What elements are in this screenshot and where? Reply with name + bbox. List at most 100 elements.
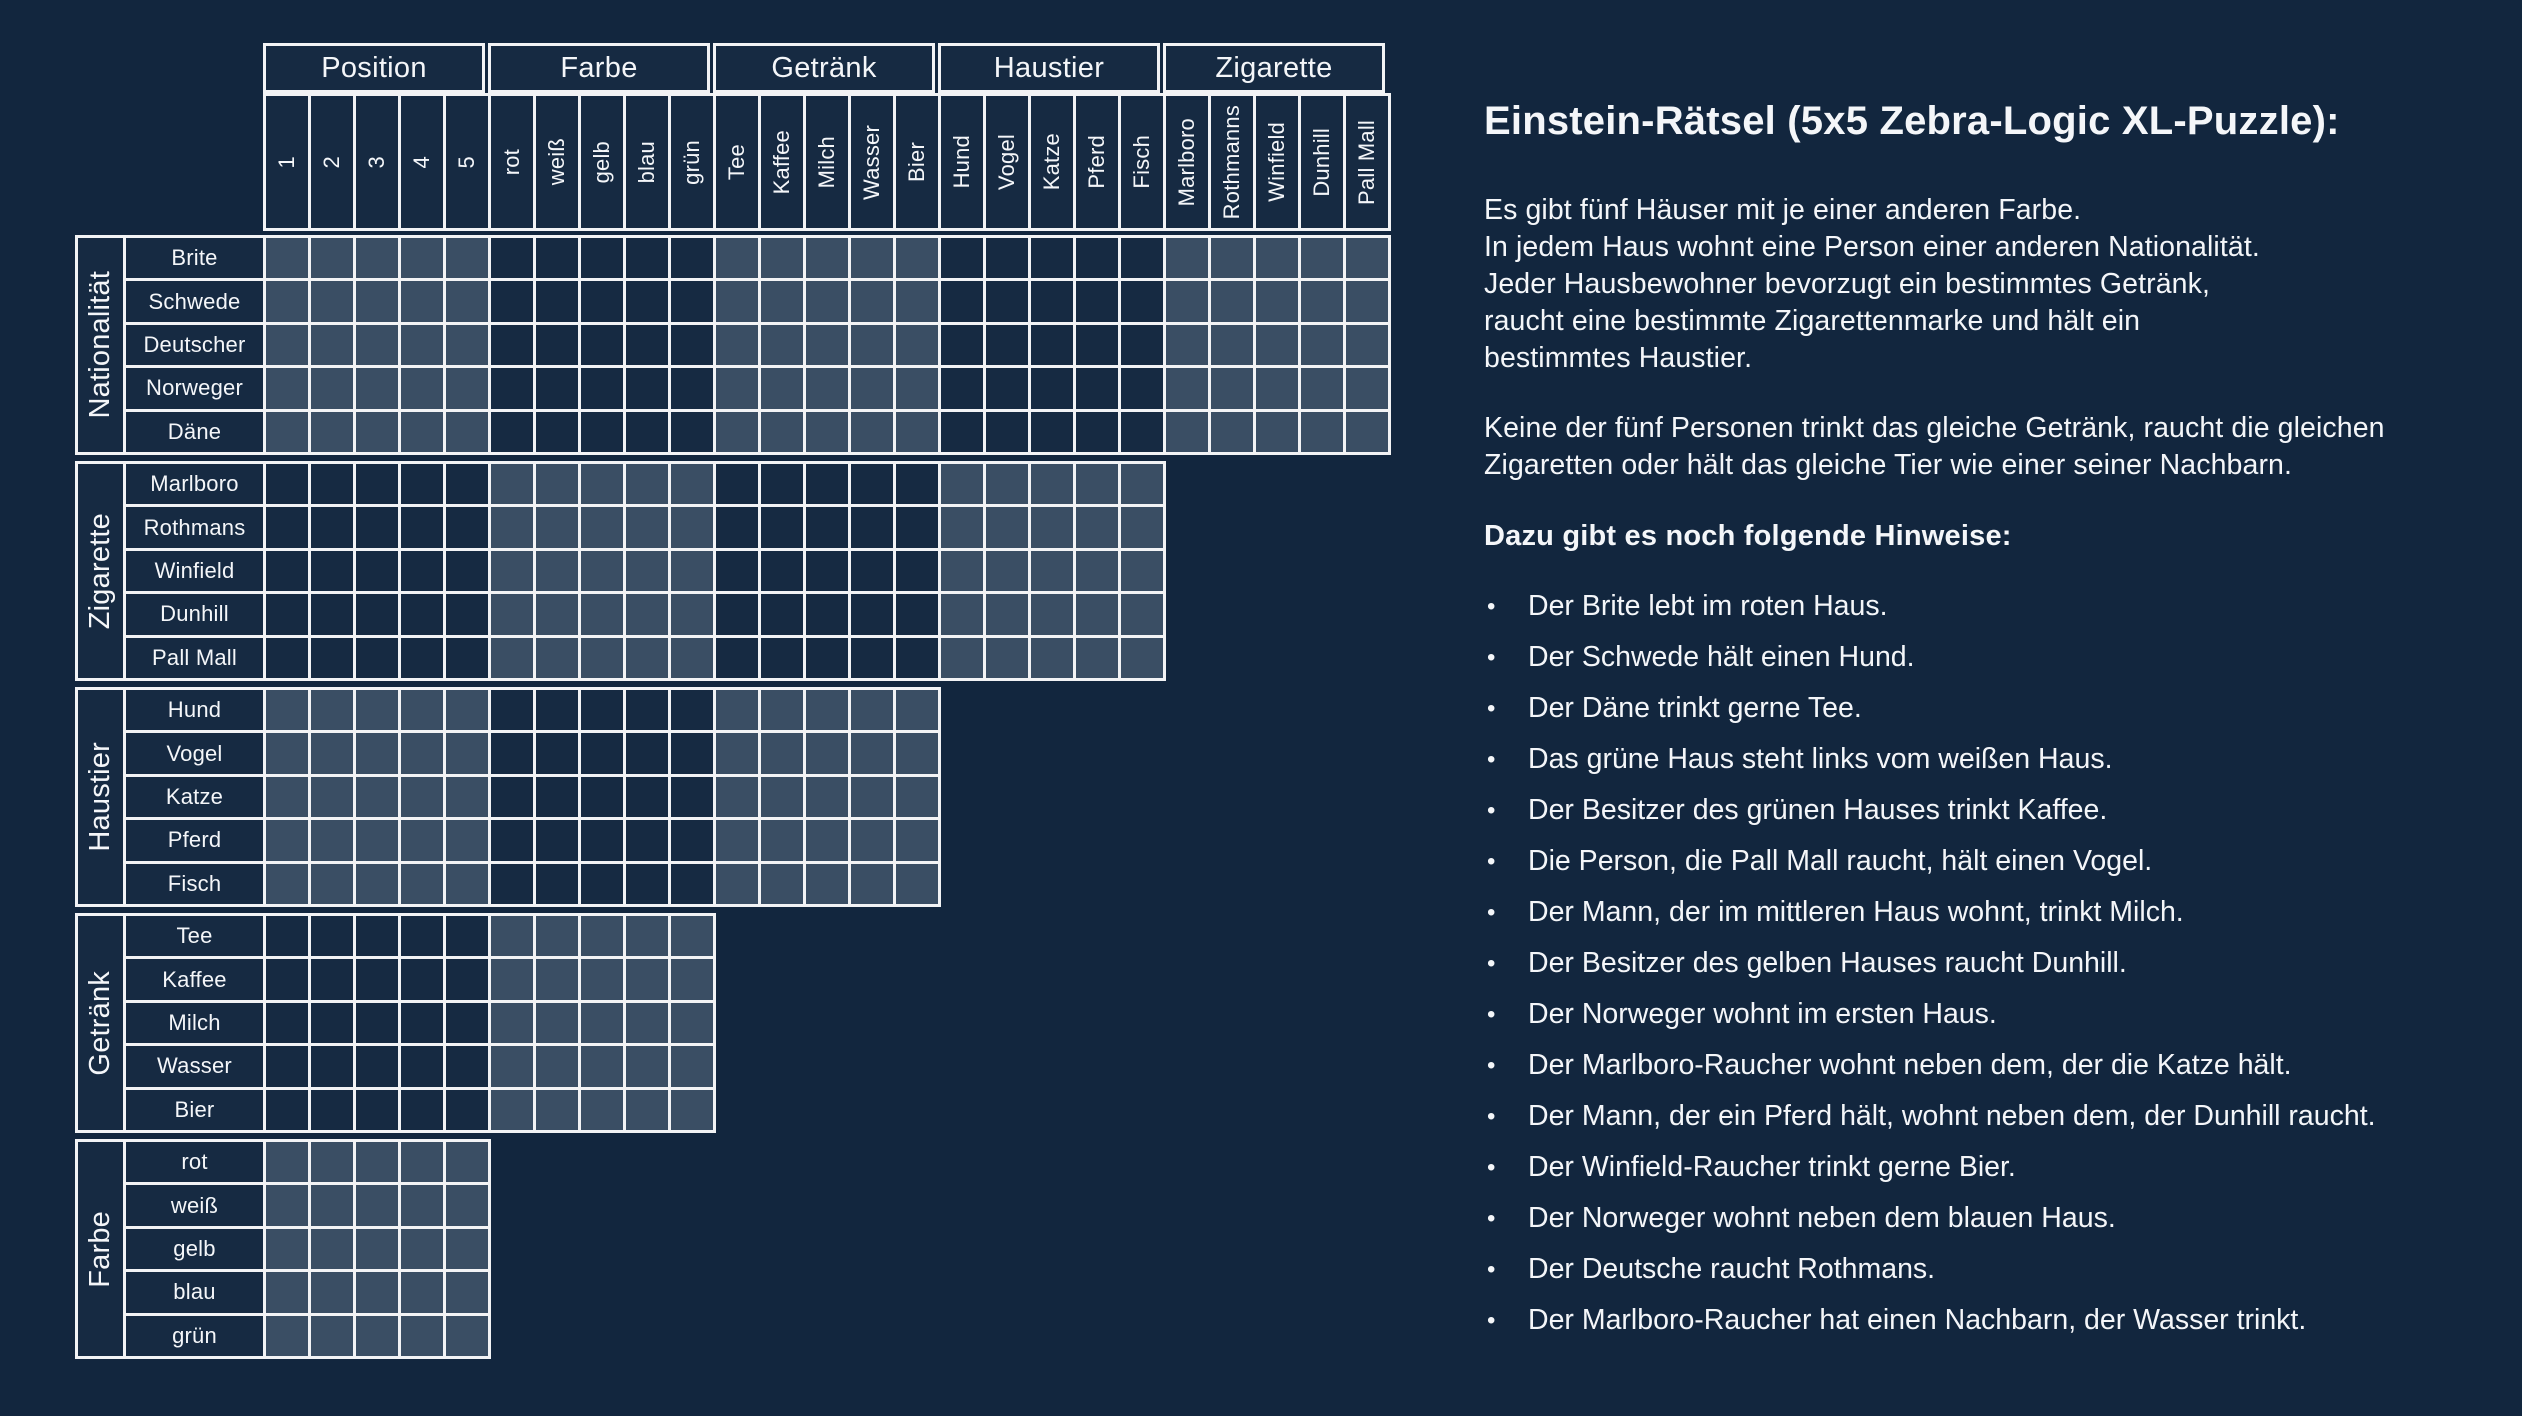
grid-cell-d-ne-wasser[interactable] — [851, 411, 893, 452]
grid-cell-brite-1[interactable] — [266, 238, 308, 279]
grid-cell-gelb-5[interactable] — [446, 1228, 488, 1270]
grid-cell-deutscher-blau[interactable] — [626, 324, 668, 366]
grid-cell-norweger-wei[interactable] — [536, 368, 578, 409]
grid-cell-rothmans-fisch[interactable] — [1121, 507, 1163, 548]
grid-cell-vogel-milch[interactable] — [806, 733, 848, 774]
grid-cell-milch-rot[interactable] — [491, 1002, 533, 1044]
grid-cell-dunhill-pferd[interactable] — [1076, 594, 1118, 635]
grid-cell-norweger-pall-mall[interactable] — [1346, 368, 1388, 409]
grid-cell-marlboro-tee[interactable] — [716, 464, 758, 505]
grid-cell-brite-rot[interactable] — [491, 238, 533, 279]
grid-cell-marlboro-fisch[interactable] — [1121, 464, 1163, 505]
grid-cell-vogel-gelb[interactable] — [581, 733, 623, 774]
grid-cell-d-ne-milch[interactable] — [806, 411, 848, 452]
grid-cell-winfield-gelb[interactable] — [581, 550, 623, 592]
grid-cell-schwede-wasser[interactable] — [851, 281, 893, 322]
grid-cell-deutscher-wei[interactable] — [536, 324, 578, 366]
grid-cell-hund-gelb[interactable] — [581, 690, 623, 731]
grid-cell-rot-3[interactable] — [356, 1142, 398, 1183]
grid-cell-pall-mall-3[interactable] — [356, 637, 398, 678]
grid-cell-dunhill-wei[interactable] — [536, 594, 578, 635]
grid-cell-rothmans-gelb[interactable] — [581, 507, 623, 548]
grid-cell-dunhill-milch[interactable] — [806, 594, 848, 635]
grid-cell-katze-bier[interactable] — [896, 776, 938, 818]
grid-cell-fisch-4[interactable] — [401, 863, 443, 904]
grid-cell-pferd-2[interactable] — [311, 820, 353, 861]
grid-cell-wei-1[interactable] — [266, 1185, 308, 1226]
grid-cell-hund-blau[interactable] — [626, 690, 668, 731]
grid-cell-pferd-kaffee[interactable] — [761, 820, 803, 861]
grid-cell-fisch-bier[interactable] — [896, 863, 938, 904]
grid-cell-schwede-1[interactable] — [266, 281, 308, 322]
grid-cell-schwede-hund[interactable] — [941, 281, 983, 322]
grid-cell-fisch-2[interactable] — [311, 863, 353, 904]
grid-cell-pferd-milch[interactable] — [806, 820, 848, 861]
grid-cell-marlboro-rot[interactable] — [491, 464, 533, 505]
grid-cell-wasser-wei[interactable] — [536, 1046, 578, 1087]
grid-cell-milch-wei[interactable] — [536, 1002, 578, 1044]
grid-cell-rothmans-hund[interactable] — [941, 507, 983, 548]
grid-cell-winfield-bier[interactable] — [896, 550, 938, 592]
grid-cell-winfield-tee[interactable] — [716, 550, 758, 592]
grid-cell-marlboro-kaffee[interactable] — [761, 464, 803, 505]
grid-cell-deutscher-3[interactable] — [356, 324, 398, 366]
grid-cell-kaffee-2[interactable] — [311, 959, 353, 1000]
grid-cell-katze-gelb[interactable] — [581, 776, 623, 818]
grid-cell-dunhill-rot[interactable] — [491, 594, 533, 635]
grid-cell-winfield-2[interactable] — [311, 550, 353, 592]
grid-cell-kaffee-5[interactable] — [446, 959, 488, 1000]
grid-cell-marlboro-1[interactable] — [266, 464, 308, 505]
grid-cell-pall-mall-vogel[interactable] — [986, 637, 1028, 678]
grid-cell-d-ne-tee[interactable] — [716, 411, 758, 452]
grid-cell-bier-1[interactable] — [266, 1089, 308, 1130]
grid-cell-winfield-fisch[interactable] — [1121, 550, 1163, 592]
grid-cell-rothmans-katze[interactable] — [1031, 507, 1073, 548]
grid-cell-dunhill-3[interactable] — [356, 594, 398, 635]
grid-cell-kaffee-4[interactable] — [401, 959, 443, 1000]
grid-cell-schwede-pferd[interactable] — [1076, 281, 1118, 322]
grid-cell-gr-n-5[interactable] — [446, 1315, 488, 1356]
grid-cell-vogel-5[interactable] — [446, 733, 488, 774]
grid-cell-rothmans-wasser[interactable] — [851, 507, 893, 548]
grid-cell-d-ne-vogel[interactable] — [986, 411, 1028, 452]
grid-cell-bier-blau[interactable] — [626, 1089, 668, 1130]
grid-cell-hund-bier[interactable] — [896, 690, 938, 731]
grid-cell-tee-gelb[interactable] — [581, 916, 623, 957]
grid-cell-winfield-wei[interactable] — [536, 550, 578, 592]
grid-cell-d-ne-pall-mall[interactable] — [1346, 411, 1388, 452]
grid-cell-dunhill-hund[interactable] — [941, 594, 983, 635]
grid-cell-marlboro-wasser[interactable] — [851, 464, 893, 505]
grid-cell-katze-4[interactable] — [401, 776, 443, 818]
grid-cell-rothmans-1[interactable] — [266, 507, 308, 548]
grid-cell-schwede-winfield[interactable] — [1256, 281, 1298, 322]
grid-cell-brite-pferd[interactable] — [1076, 238, 1118, 279]
grid-cell-deutscher-kaffee[interactable] — [761, 324, 803, 366]
grid-cell-norweger-gelb[interactable] — [581, 368, 623, 409]
grid-cell-fisch-tee[interactable] — [716, 863, 758, 904]
grid-cell-marlboro-3[interactable] — [356, 464, 398, 505]
grid-cell-dunhill-bier[interactable] — [896, 594, 938, 635]
grid-cell-pall-mall-rot[interactable] — [491, 637, 533, 678]
grid-cell-deutscher-marlboro[interactable] — [1166, 324, 1208, 366]
grid-cell-d-ne-wei[interactable] — [536, 411, 578, 452]
grid-cell-rothmans-3[interactable] — [356, 507, 398, 548]
grid-cell-norweger-1[interactable] — [266, 368, 308, 409]
grid-cell-d-ne-marlboro[interactable] — [1166, 411, 1208, 452]
grid-cell-schwede-5[interactable] — [446, 281, 488, 322]
grid-cell-deutscher-hund[interactable] — [941, 324, 983, 366]
grid-cell-dunhill-blau[interactable] — [626, 594, 668, 635]
grid-cell-milch-5[interactable] — [446, 1002, 488, 1044]
grid-cell-d-ne-winfield[interactable] — [1256, 411, 1298, 452]
grid-cell-fisch-gr-n[interactable] — [671, 863, 713, 904]
grid-cell-dunhill-4[interactable] — [401, 594, 443, 635]
grid-cell-vogel-kaffee[interactable] — [761, 733, 803, 774]
grid-cell-brite-2[interactable] — [311, 238, 353, 279]
grid-cell-d-ne-rot[interactable] — [491, 411, 533, 452]
grid-cell-hund-wasser[interactable] — [851, 690, 893, 731]
grid-cell-dunhill-katze[interactable] — [1031, 594, 1073, 635]
grid-cell-bier-gelb[interactable] — [581, 1089, 623, 1130]
grid-cell-norweger-bier[interactable] — [896, 368, 938, 409]
grid-cell-norweger-milch[interactable] — [806, 368, 848, 409]
grid-cell-vogel-1[interactable] — [266, 733, 308, 774]
grid-cell-schwede-gelb[interactable] — [581, 281, 623, 322]
